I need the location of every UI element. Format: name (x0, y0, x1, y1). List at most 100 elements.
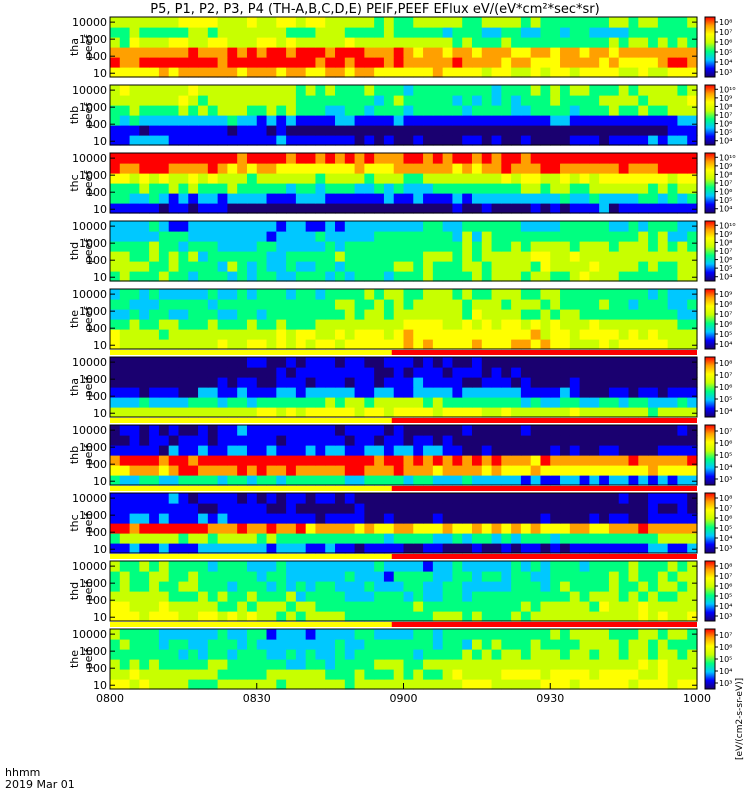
heatmap-cell (295, 465, 307, 476)
heatmap-cell (452, 125, 463, 136)
heatmap-cell (110, 329, 121, 340)
heatmap-cell (677, 85, 688, 96)
heatmap-cell (315, 221, 326, 232)
colorbar-tick-label: 10⁵ (719, 592, 732, 601)
heatmap-cell (520, 67, 532, 78)
heatmap-cell (648, 357, 659, 368)
heatmap-cell (579, 387, 590, 398)
heatmap-cell (481, 339, 493, 350)
heatmap-cell (569, 271, 581, 282)
heatmap-cell (452, 639, 463, 650)
heatmap-cell (452, 57, 463, 68)
heatmap-cell (413, 309, 424, 320)
heatmap-cell (452, 85, 463, 96)
heatmap-cell (188, 513, 199, 524)
heatmap-cell (677, 153, 688, 164)
heatmap-cell (256, 85, 268, 96)
heatmap-cell (276, 435, 287, 446)
heatmap-cell (462, 339, 473, 350)
heatmap-cell (207, 37, 219, 48)
heatmap-cell (286, 601, 297, 612)
heatmap-cell (481, 329, 493, 340)
heatmap-cell (315, 533, 326, 544)
heatmap-cell (256, 561, 268, 572)
heatmap-cell (119, 669, 131, 680)
heatmap-cell (129, 571, 140, 582)
heatmap-cell (266, 329, 277, 340)
heatmap-cell (608, 115, 620, 126)
heatmap-cell (315, 445, 326, 456)
heatmap-cell (423, 271, 434, 282)
heatmap-cell (227, 649, 238, 660)
heatmap-cell (628, 85, 639, 96)
heatmap-cell (589, 367, 600, 378)
heatmap-cell (364, 639, 375, 650)
heatmap-cell (217, 601, 228, 612)
heatmap-cell (217, 475, 228, 486)
heatmap-cell (511, 299, 522, 310)
heatmap-cell (266, 231, 277, 242)
heatmap-cell (178, 319, 189, 330)
heatmap-cell (501, 533, 512, 544)
heatmap-cell (325, 115, 336, 126)
heatmap-cell (266, 493, 277, 504)
heatmap-cell (403, 309, 414, 320)
heatmap-cell (687, 669, 698, 680)
heatmap-cell (550, 407, 561, 418)
heatmap-cell (119, 115, 131, 126)
heatmap-cell (471, 387, 483, 398)
heatmap-cell (413, 299, 424, 310)
heatmap-cell (462, 105, 473, 116)
heatmap-cell (286, 251, 297, 262)
heatmap-cell (374, 135, 385, 146)
heatmap-cell (227, 669, 238, 680)
heatmap-cell (207, 329, 219, 340)
heatmap-cell (579, 445, 590, 456)
heatmap-cell (501, 57, 512, 68)
heatmap-cell (657, 203, 669, 214)
heatmap-cell (569, 435, 581, 446)
heatmap-cell (687, 309, 698, 320)
heatmap-cell (657, 173, 669, 184)
heatmap-cell (207, 513, 219, 524)
heatmap-cell (344, 57, 356, 68)
heatmap-cell (168, 221, 180, 232)
heatmap-cell (393, 649, 405, 660)
heatmap-cell (344, 601, 356, 612)
heatmap-cell (403, 173, 414, 184)
heatmap-cell (188, 163, 199, 174)
heatmap-cell (599, 523, 610, 534)
heatmap-cell (168, 357, 180, 368)
heatmap-cell (188, 67, 199, 78)
heatmap-cell (520, 629, 532, 640)
heatmap-cell (217, 357, 228, 368)
heatmap-cell (550, 455, 561, 466)
heatmap-cell (227, 611, 238, 622)
y-tick-label: 10000 (72, 84, 107, 97)
heatmap-cell (423, 115, 434, 126)
heatmap-cell (628, 105, 639, 116)
heatmap-cell (256, 649, 268, 660)
heatmap-cell (315, 339, 326, 350)
heatmap-cell (315, 367, 326, 378)
heatmap-cell (354, 513, 365, 524)
heatmap-cell (198, 125, 209, 136)
heatmap-cell (550, 193, 561, 204)
heatmap-cell (295, 659, 307, 670)
colorbar-tick-label: 10⁵ (719, 196, 732, 205)
heatmap-cell (383, 475, 395, 486)
heatmap-cell (168, 465, 180, 476)
heatmap-cell (413, 85, 424, 96)
heatmap-cell (325, 475, 336, 486)
heatmap-cell (550, 571, 561, 582)
heatmap-cell (687, 105, 698, 116)
heatmap-cell (256, 475, 268, 486)
heatmap-cell (168, 183, 180, 194)
heatmap-cell (648, 231, 659, 242)
heatmap-cell (511, 339, 522, 350)
heatmap-cell (227, 125, 238, 136)
heatmap-cell (432, 367, 444, 378)
heatmap-cell (599, 357, 610, 368)
heatmap-cell (217, 125, 228, 136)
heatmap-cell (237, 493, 248, 504)
